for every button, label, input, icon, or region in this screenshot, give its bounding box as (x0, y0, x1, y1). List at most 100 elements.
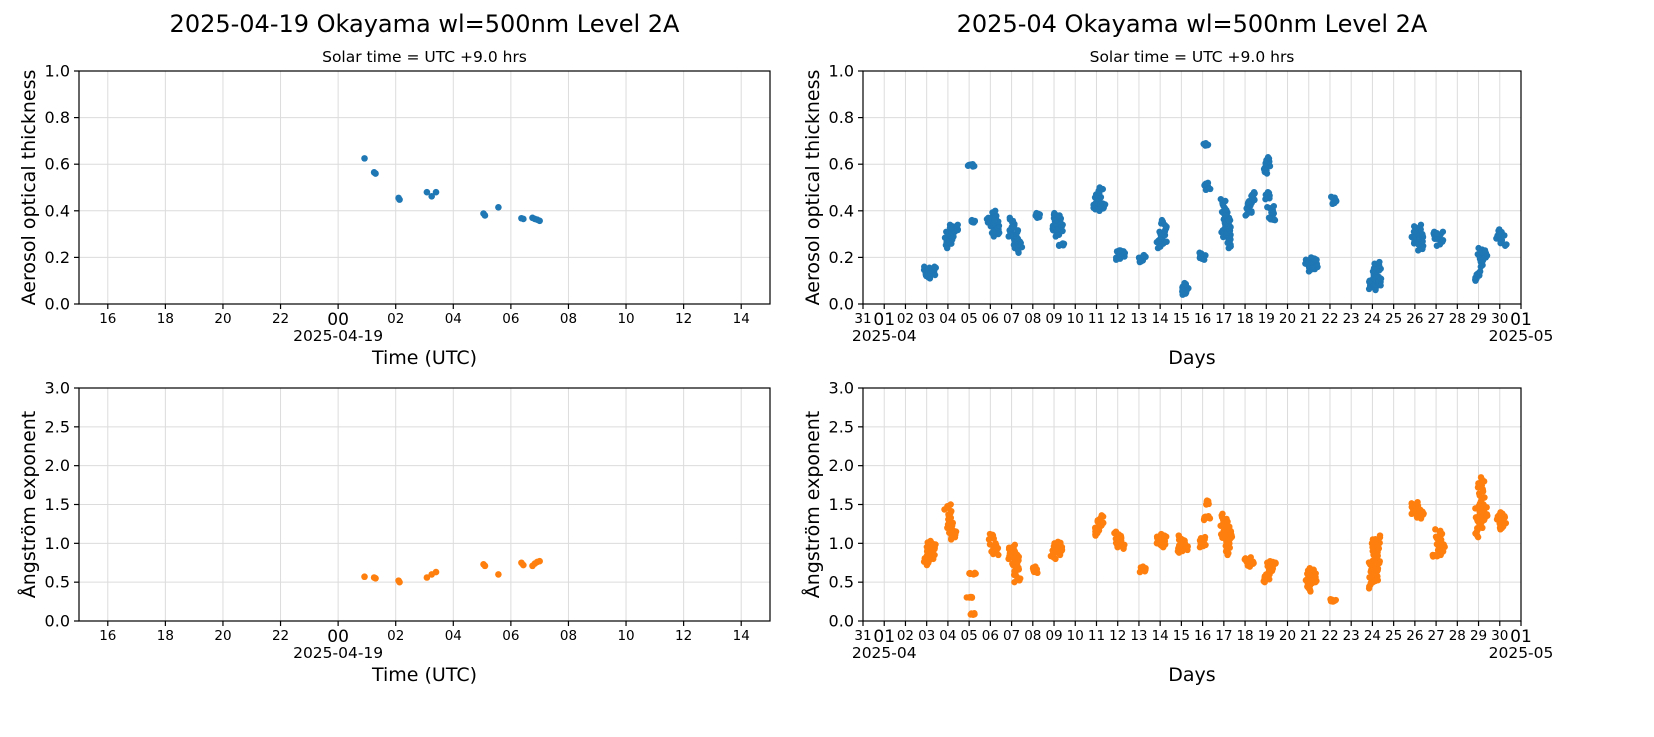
daily-angstrom-xtick-label: 02 (387, 628, 404, 644)
monthly-aod-xtick-label: 16 (1194, 311, 1211, 327)
daily-aod-ytick-label: 0.6 (45, 155, 70, 174)
monthly-aod-point (1313, 256, 1320, 263)
monthly-angstrom-xtick-label: 03 (918, 628, 935, 644)
monthly-aod-ytick-label: 1.0 (829, 62, 854, 81)
monthly-angstrom-point (1497, 509, 1504, 516)
monthly-angstrom-ytick-label: 2.0 (829, 456, 854, 475)
daily-aod-point (481, 212, 489, 219)
monthly-angstrom-xtick-label: 28 (1449, 628, 1466, 644)
monthly-aod-xtick-label: 15 (1173, 311, 1190, 327)
monthly-aod-point (968, 216, 976, 224)
monthly-angstrom-point (1438, 540, 1445, 547)
monthly-aod-point (1181, 279, 1188, 287)
monthly-angstrom-point (1014, 551, 1021, 559)
daily-aod-point (361, 155, 368, 162)
monthly-angstrom-xtick-label: 19 (1258, 628, 1275, 644)
daily-aod-title: 2025-04-19 Okayama wl=500nm Level 2A (170, 10, 680, 38)
monthly-aod-point (969, 161, 976, 168)
daily-angstrom-point (495, 571, 502, 578)
monthly-aod-xlabel: Days (1168, 347, 1215, 369)
daily-angstrom-ytick-label: 0.0 (45, 612, 70, 631)
monthly-aod-point (1204, 179, 1212, 187)
monthly-aod-point (954, 221, 961, 228)
monthly-aod-axes-frame (862, 70, 1522, 305)
monthly-aod-ytick-label: 0.8 (829, 108, 854, 127)
monthly-angstrom-xtick-label: 25 (1385, 628, 1402, 644)
monthly-aod-point (1417, 221, 1425, 228)
daily-aod-xtick-label: 08 (560, 311, 577, 327)
monthly-angstrom-point (1219, 516, 1227, 524)
monthly-angstrom-point (1114, 532, 1122, 539)
daily-aod-point (520, 215, 527, 223)
daily-aod-xtick-label: 02 (387, 311, 404, 327)
daily-aod-axes-frame (78, 70, 771, 305)
monthly-angstrom-xtick-label: 15 (1173, 628, 1190, 644)
monthly-aod-xtick-label: 22 (1321, 311, 1338, 327)
monthly-angstrom-point (1201, 533, 1209, 541)
monthly-angstrom-ytick-label: 0.5 (829, 573, 854, 592)
monthly-angstrom-ytick-label: 0.0 (829, 612, 854, 631)
monthly-aod-point (1371, 260, 1378, 267)
monthly-angstrom-point (1437, 527, 1444, 535)
monthly-aod-point (1376, 258, 1383, 266)
monthly-angstrom-xtick-label: 21 (1300, 628, 1317, 644)
monthly-aod-xtick-label: 28 (1449, 311, 1466, 327)
monthly-aod-xtick-label: 26 (1406, 311, 1423, 327)
daily-angstrom-xlabel: Time (UTC) (371, 664, 477, 686)
monthly-angstrom-point (946, 526, 953, 533)
monthly-angstrom-point (1205, 512, 1212, 520)
daily-aod-xtick-label: 00 (327, 310, 349, 330)
monthly-aod-title: 2025-04 Okayama wl=500nm Level 2A (957, 10, 1428, 38)
monthly-angstrom-ytick-label: 2.5 (829, 417, 854, 436)
monthly-angstrom-point (1477, 474, 1485, 481)
monthly-aod-point (992, 207, 999, 214)
daily-aod-ylabel: Aerosol optical thickness (18, 70, 40, 306)
monthly-angstrom-xtick-label: 07 (1003, 628, 1020, 644)
monthly-aod-point (1097, 200, 1104, 208)
monthly-aod-point (1014, 235, 1022, 242)
monthly-angstrom-point (1481, 494, 1488, 501)
daily-aod-xlabel: Time (UTC) (371, 347, 477, 369)
monthly-angstrom-xtick-label: 01 (1510, 627, 1532, 647)
monthly-aod-point (1014, 227, 1022, 234)
monthly-angstrom-point (1054, 538, 1062, 545)
monthly-aod-point (1264, 203, 1271, 211)
monthly-aod-xtick-label: 31 (854, 311, 871, 327)
monthly-aod-xtick-label: 06 (982, 311, 999, 327)
monthly-angstrom-xtick-label: 06 (982, 628, 999, 644)
daily-angstrom-point (372, 574, 379, 582)
daily-angstrom-xtick-label: 04 (445, 628, 462, 644)
monthly-aod-point (1140, 251, 1148, 259)
monthly-aod-xtick-label: 05 (961, 311, 978, 327)
daily-aod-point (432, 188, 440, 196)
daily-angstrom-point (536, 557, 543, 565)
monthly-aod-xtick-label: 25 (1385, 311, 1402, 327)
monthly-angstrom-point (1366, 574, 1373, 581)
monthly-aod-point (1222, 207, 1230, 214)
monthly-angstrom-xtick-label: 22 (1321, 628, 1338, 644)
monthly-angstrom-point (1139, 563, 1147, 570)
monthly-aod-point (1433, 229, 1441, 237)
monthly-aod-ytick-label: 0.4 (829, 201, 854, 220)
daily-aod-ytick-label: 0.8 (45, 108, 70, 127)
monthly-aod-point (1010, 223, 1017, 231)
monthly-angstrom-xtick-label: 29 (1470, 628, 1487, 644)
monthly-angstrom-xtick-label: 04 (939, 628, 956, 644)
daily-aod-point (396, 196, 403, 203)
monthly-aod-point (1006, 214, 1013, 221)
monthly-angstrom-point (1483, 511, 1491, 518)
monthly-aod-xtick-label: 29 (1470, 311, 1487, 327)
daily-angstrom-point (520, 561, 527, 569)
monthly-aod-xtick-label: 18 (1236, 311, 1253, 327)
daily-aod-date-label: 2025-04-19 (293, 327, 383, 345)
monthly-aod-point (1196, 249, 1203, 256)
monthly-angstrom-xtick-label: 01 (873, 627, 895, 647)
monthly-aod-xtick-label: 09 (1045, 311, 1062, 327)
monthly-angstrom-point (966, 569, 974, 577)
monthly-angstrom-point (1009, 544, 1016, 551)
monthly-angstrom-point (1203, 497, 1211, 504)
monthly-angstrom-point (1411, 501, 1419, 508)
monthly-aod-point (991, 216, 998, 224)
daily-aod-ytick-label: 0.2 (45, 248, 70, 267)
monthly-aod-point (1222, 212, 1229, 219)
